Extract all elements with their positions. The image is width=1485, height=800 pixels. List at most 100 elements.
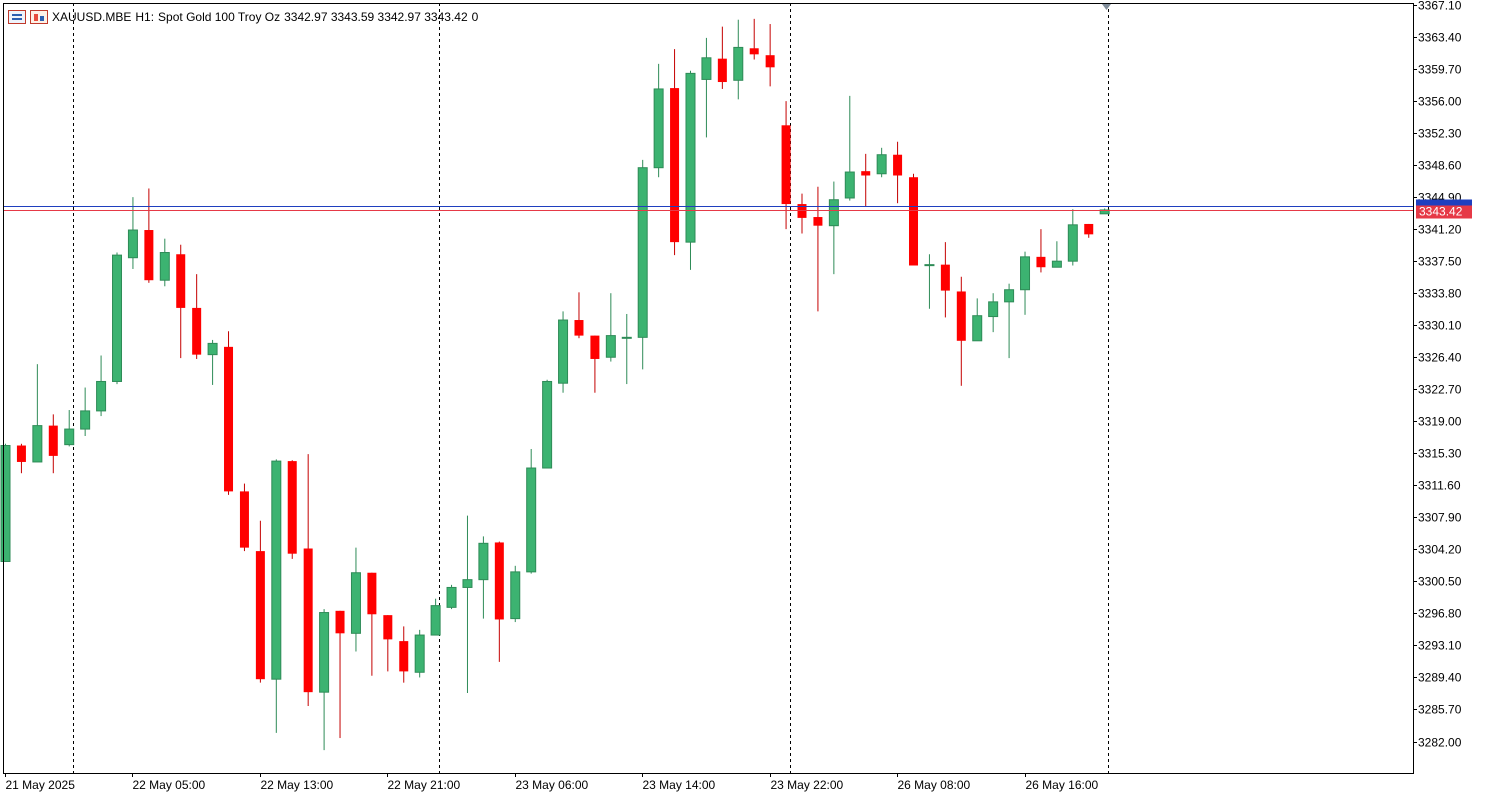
candle-body — [653, 88, 664, 169]
candle-body — [542, 380, 553, 469]
candle-bullish — [414, 629, 425, 678]
chart-type-icon[interactable] — [30, 10, 48, 24]
time-axis[interactable]: 21 May 2025 22 May 05:00 22 May 13:00 22 Ma… — [5, 773, 1099, 792]
candle-bullish — [621, 313, 632, 385]
candle-bullish — [653, 63, 664, 178]
candle-body — [924, 264, 935, 267]
y-tick-label: 3352.30 — [1418, 127, 1462, 141]
candle-body — [430, 605, 441, 636]
candle-body — [1051, 260, 1062, 268]
bid-label-text: 3343.42 — [1419, 205, 1463, 219]
market-watch-icon[interactable] — [8, 10, 26, 24]
candle-body — [558, 319, 569, 384]
candle-bullish — [972, 298, 983, 342]
candle-bearish — [574, 292, 584, 339]
candle-bullish — [1051, 241, 1062, 268]
x-tick-label: 26 May 16:00 — [1026, 778, 1099, 792]
candle-bullish — [271, 459, 282, 733]
candle-body — [893, 154, 903, 176]
symbol-name: XAUUSD.MBE — [52, 10, 132, 24]
y-tick-label: 3356.00 — [1418, 95, 1462, 109]
candle-bullish — [207, 339, 218, 385]
candle-bullish — [80, 387, 91, 436]
candle-bearish — [909, 173, 919, 266]
candle-bullish — [462, 515, 473, 694]
chart-frame — [3, 3, 1414, 774]
y-tick-label: 3311.60 — [1418, 479, 1461, 493]
candle-bearish — [192, 274, 202, 359]
candle-body — [127, 229, 138, 259]
candle-bearish — [749, 18, 759, 60]
candle-bullish — [844, 95, 855, 201]
candle-bearish — [335, 610, 345, 739]
candle-body — [574, 320, 584, 336]
candle-body — [319, 612, 330, 693]
candle-body — [956, 291, 966, 341]
candle-bearish — [1036, 229, 1046, 273]
y-tick-label: 3333.80 — [1418, 287, 1462, 301]
price-lines — [3, 206, 1413, 211]
price-axis[interactable]: 3367.10 3363.40 3359.70 3356.00 3352.30 3348.… — [1413, 0, 1462, 750]
candle-bullish — [876, 147, 887, 178]
x-tick-label: 21 May 2025 — [6, 778, 76, 792]
candle-body — [1067, 224, 1078, 262]
candle-bullish — [1067, 209, 1078, 266]
candle-body — [446, 586, 457, 608]
candle-bullish — [701, 37, 712, 138]
chart-info-bar: XAUUSD.MBE H1: Spot Gold 100 Troy Oz 3342… — [8, 8, 478, 26]
candle-body — [80, 410, 91, 430]
candle-body — [367, 572, 377, 615]
y-tick-label: 3367.10 — [1418, 0, 1462, 13]
candle-bearish — [670, 49, 680, 256]
candle-body — [685, 72, 696, 243]
bid-price-label: 3343.42 — [1416, 205, 1472, 219]
candle-body — [605, 335, 616, 358]
candle-bullish — [478, 536, 489, 619]
candle-body — [96, 380, 107, 412]
y-tick-label: 3300.50 — [1418, 575, 1462, 589]
candle-bullish — [112, 252, 123, 385]
candle-bearish — [781, 101, 791, 230]
candle-bullish — [924, 254, 935, 309]
y-tick-label: 3326.40 — [1418, 351, 1462, 365]
ask-label-bg — [1416, 199, 1472, 211]
symbol-description: Spot Gold 100 Troy Oz — [158, 10, 281, 24]
candles-layer — [0, 18, 1110, 751]
candle-bullish — [526, 448, 537, 574]
candle-bullish — [350, 547, 361, 652]
candle-body — [876, 154, 887, 175]
candle-body — [478, 542, 489, 581]
y-tick-label: 3330.10 — [1418, 319, 1462, 333]
candle-body — [510, 571, 521, 620]
candle-bearish — [1084, 223, 1094, 238]
candle-bearish — [144, 188, 154, 283]
x-tick-label: 22 May 13:00 — [261, 778, 334, 792]
candle-body — [749, 48, 759, 55]
volume-value: 0 — [471, 10, 479, 24]
ask-price-label — [1416, 199, 1472, 211]
candle-bullish — [1004, 283, 1015, 359]
candle-bullish — [0, 443, 11, 562]
candle-bearish — [48, 414, 58, 474]
candle-body — [144, 230, 154, 281]
candle-bullish — [542, 379, 553, 469]
y-tick-label: 3348.60 — [1418, 159, 1462, 173]
candle-bullish — [988, 293, 999, 333]
y-tick-label: 3319.00 — [1418, 415, 1462, 429]
candle-bearish — [861, 153, 871, 207]
candle-body — [526, 467, 537, 573]
candle-body — [1004, 289, 1015, 303]
chart-shift-marker-icon[interactable] — [1102, 4, 1111, 10]
candle-body — [972, 315, 983, 342]
candle-bullish — [446, 584, 457, 610]
candle-body — [303, 548, 313, 693]
candle-body — [765, 55, 775, 68]
price-labels: 3343.42 — [1416, 199, 1472, 219]
candle-body — [909, 177, 919, 266]
candle-body — [844, 171, 855, 199]
candle-body — [621, 336, 632, 339]
y-tick-label: 3322.70 — [1418, 383, 1462, 397]
candle-bearish — [399, 626, 409, 683]
